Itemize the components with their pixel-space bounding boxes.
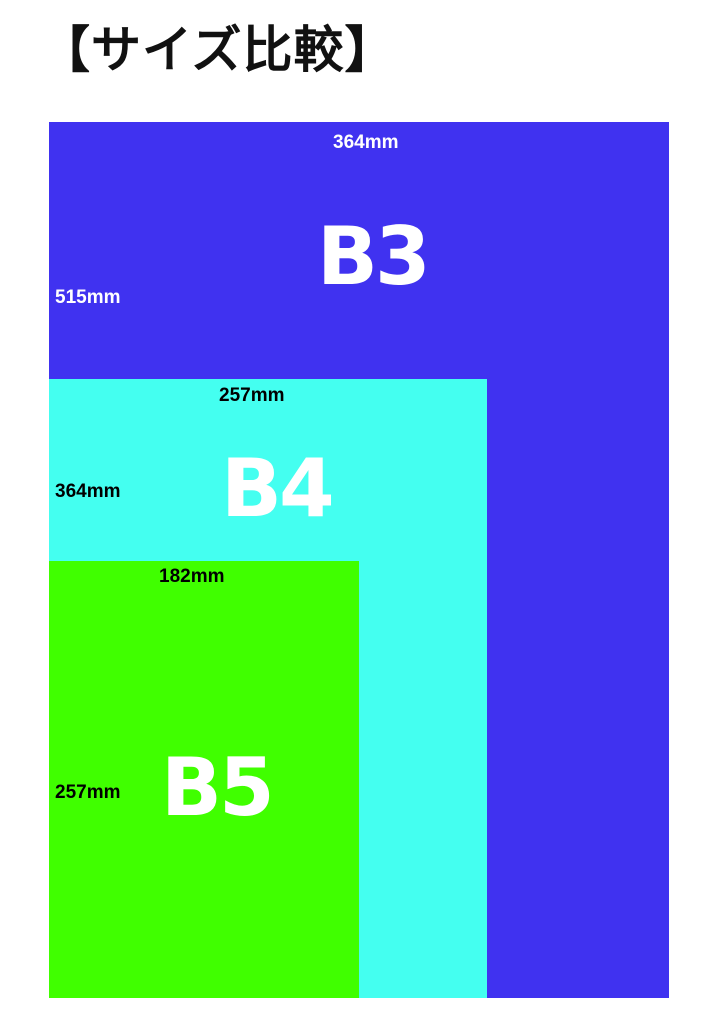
b4-width-label: 257mm [219,385,285,406]
b4-name: B4 [221,442,335,535]
b5-name: B5 [161,741,275,834]
b5-height-label: 257mm [55,782,121,803]
b5-rect: 182mm 257mm B5 [49,561,359,998]
b5-width-label: 182mm [159,566,225,587]
b3-height-label: 515mm [55,287,121,308]
page-title: 【サイズ比較】 [40,21,396,79]
b4-height-label: 364mm [55,481,121,502]
b3-name: B3 [317,210,431,303]
b3-width-label: 364mm [333,132,399,153]
